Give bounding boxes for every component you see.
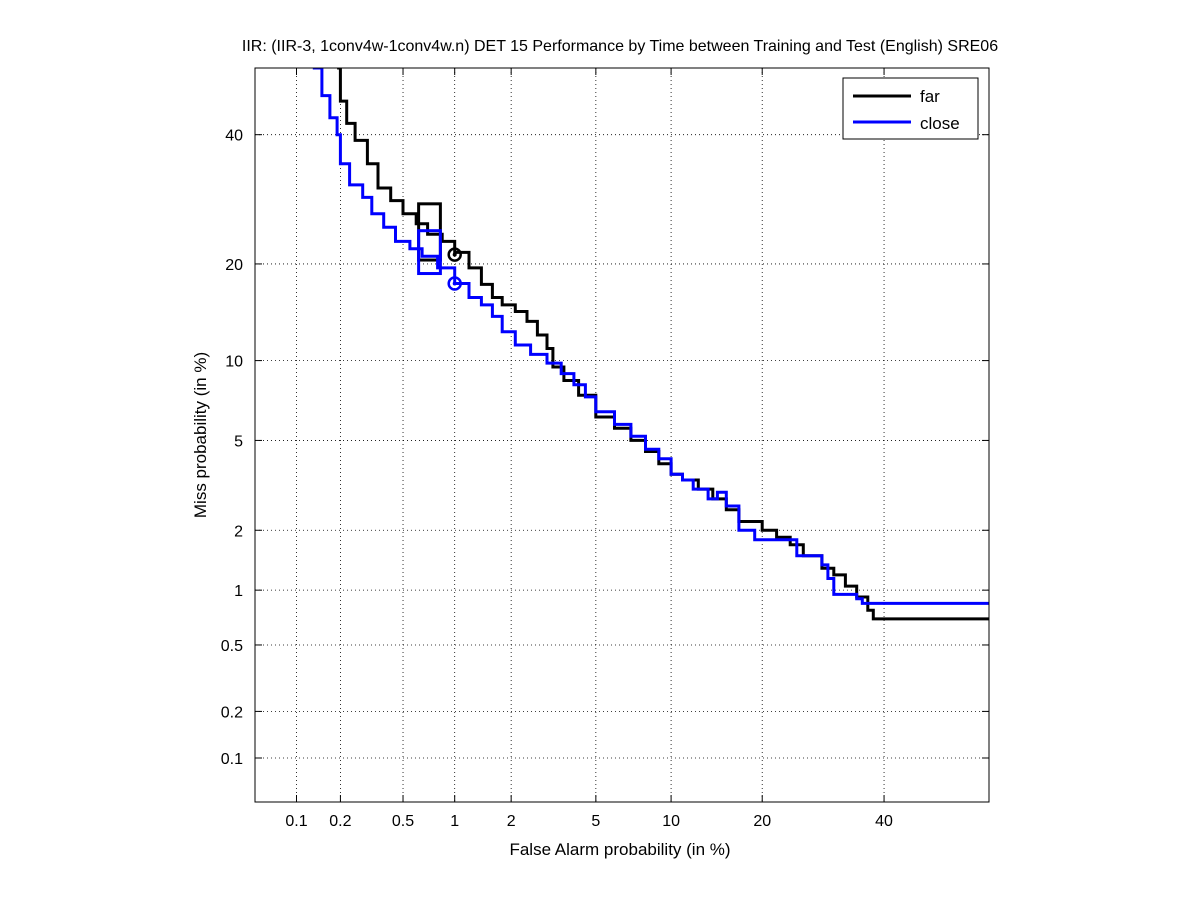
operating-point-far bbox=[447, 247, 462, 262]
legend-box bbox=[842, 77, 979, 140]
y-tick-label: 20 bbox=[225, 257, 243, 274]
legend: far close bbox=[842, 77, 979, 140]
y-tick-label: 0.5 bbox=[221, 638, 243, 655]
y-tick-label: 0.1 bbox=[221, 751, 243, 768]
series-line-close bbox=[312, 68, 989, 605]
x-axis-label: False Alarm probability (in %) bbox=[509, 840, 730, 859]
legend-label-close: close bbox=[920, 114, 960, 133]
y-tick-label: 10 bbox=[225, 354, 243, 371]
chart-title: IIR: (IIR-3, 1conv4w-1conv4w.n) DET 15 P… bbox=[242, 38, 998, 55]
y-tick-label: 1 bbox=[234, 583, 243, 600]
y-tick-label: 40 bbox=[225, 128, 243, 145]
x-tick-label: 20 bbox=[753, 813, 771, 830]
ci-box-close bbox=[417, 229, 442, 276]
x-tick-label: 0.1 bbox=[285, 813, 307, 830]
x-tick-label: 10 bbox=[662, 813, 680, 830]
plot-frame bbox=[254, 67, 990, 803]
series-layer bbox=[312, 68, 989, 621]
x-tick-label: 40 bbox=[875, 813, 893, 830]
y-tick-label: 0.2 bbox=[221, 704, 243, 721]
operating-point-center-close bbox=[452, 281, 457, 286]
x-tick-label: 2 bbox=[507, 813, 516, 830]
legend-label-far: far bbox=[920, 87, 940, 106]
y-tick-label: 2 bbox=[234, 523, 243, 540]
x-tick-label: 0.2 bbox=[329, 813, 351, 830]
operating-point-close bbox=[447, 276, 462, 291]
operating-point-center-far bbox=[452, 252, 457, 257]
y-axis-label: Miss probability (in %) bbox=[191, 352, 210, 518]
x-tick-label: 5 bbox=[591, 813, 600, 830]
x-tick-label: 0.5 bbox=[392, 813, 414, 830]
x-tick-label: 1 bbox=[450, 813, 459, 830]
ticks: 0.1 0.2 0.5 1 2 5 10 20 40 0.1 0.2 0.5 1 2 5 10 20 40 bbox=[221, 68, 989, 830]
y-tick-label: 5 bbox=[234, 433, 243, 450]
